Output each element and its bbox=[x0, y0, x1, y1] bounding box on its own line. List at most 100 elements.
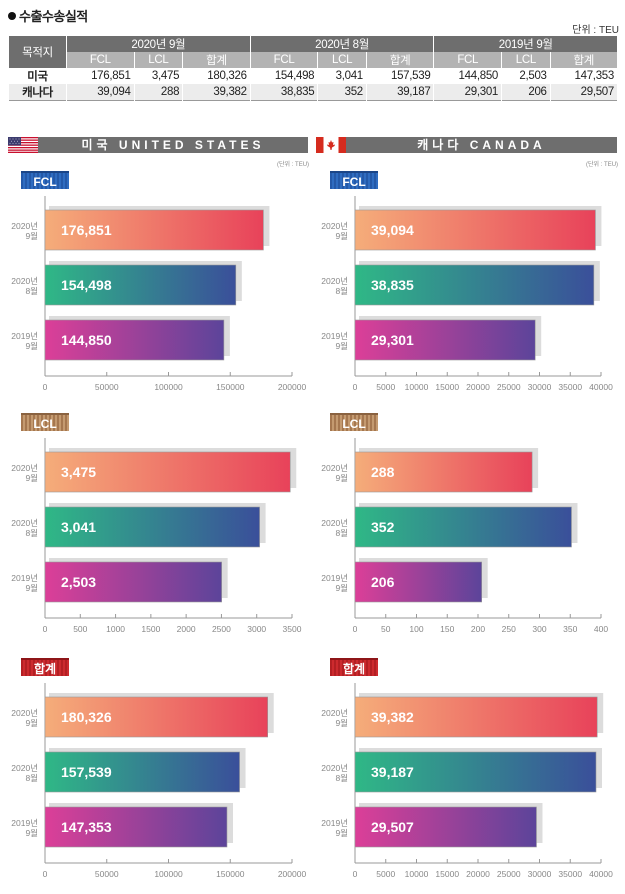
us-lcl-chart: 3,475 2020년 9월 3,041 2020년 8월 2,503 2019년 9월 0 500… bbox=[0, 438, 310, 643]
x-tick-label: 0 bbox=[353, 869, 358, 879]
bar bbox=[354, 319, 536, 361]
x-tick-label: 150000 bbox=[216, 869, 245, 879]
cell: 352 bbox=[317, 84, 367, 101]
x-tick-label: 100000 bbox=[154, 382, 183, 392]
x-tick-label: 35000 bbox=[558, 869, 582, 879]
bar bbox=[354, 696, 598, 738]
type-header: LCL bbox=[133, 52, 183, 68]
cell: 3,041 bbox=[317, 68, 367, 84]
x-tick-label: 25000 bbox=[497, 382, 521, 392]
x-tick-label: 10000 bbox=[405, 869, 429, 879]
table-header-periods: 목적지 2020년 9월 2020년 8월 2019년 9월 bbox=[8, 36, 617, 68]
x-tick-label: 0 bbox=[353, 382, 358, 392]
x-tick-label: 100 bbox=[409, 624, 423, 634]
bullet-icon bbox=[8, 12, 16, 20]
category-label-year: 2019년 bbox=[321, 573, 348, 583]
bar bbox=[44, 319, 225, 361]
bar bbox=[44, 806, 228, 848]
category-label-year: 2020년 bbox=[11, 708, 38, 718]
us-panel-header: 미국 UNITED STATES bbox=[38, 137, 308, 153]
x-tick-label: 150 bbox=[440, 624, 454, 634]
total-badge: 합계 bbox=[21, 658, 69, 676]
x-tick-label: 15000 bbox=[435, 869, 459, 879]
x-tick-label: 3500 bbox=[283, 624, 302, 634]
bar bbox=[44, 264, 237, 306]
ca-panel-header: 캐나다 CANADA bbox=[346, 137, 617, 153]
bar bbox=[354, 506, 572, 548]
category-label-year: 2020년 bbox=[11, 221, 38, 231]
cell: 288 bbox=[133, 84, 183, 101]
category-label-month: 8월 bbox=[335, 528, 348, 538]
type-header: FCL bbox=[66, 52, 135, 68]
bar-value-label: 180,326 bbox=[61, 709, 112, 725]
ca-unit-label: (단위 : TEU) bbox=[586, 162, 619, 168]
x-tick-label: 0 bbox=[353, 624, 358, 634]
page-title: 수출수송실적 bbox=[8, 6, 88, 25]
cell: 2,503 bbox=[501, 68, 551, 84]
chart-svg: 39,3822020년9월39,1872020년8월29,5072019년9월0… bbox=[321, 683, 613, 879]
category-label-year: 2019년 bbox=[11, 573, 38, 583]
cell: 157,539 bbox=[365, 68, 434, 84]
category-label-month: 9월 bbox=[25, 583, 38, 593]
cell: 147,353 bbox=[549, 68, 617, 84]
lcl-badge: LCL bbox=[21, 413, 69, 431]
chart-svg: 180,3262020년9월157,5392020년8월147,3532019년… bbox=[11, 683, 306, 879]
canada-flag-icon bbox=[316, 137, 346, 153]
x-tick-label: 20000 bbox=[466, 869, 490, 879]
category-label-year: 2019년 bbox=[11, 818, 38, 828]
x-tick-label: 25000 bbox=[497, 869, 521, 879]
bar-value-label: 154,498 bbox=[61, 277, 112, 293]
bar-value-label: 39,382 bbox=[371, 709, 414, 725]
x-tick-label: 150000 bbox=[216, 382, 245, 392]
category-label-year: 2020년 bbox=[11, 763, 38, 773]
x-tick-label: 0 bbox=[43, 382, 48, 392]
cell: 176,851 bbox=[66, 68, 135, 84]
category-label-month: 9월 bbox=[335, 718, 348, 728]
category-label-year: 2020년 bbox=[321, 518, 348, 528]
category-label-year: 2020년 bbox=[321, 763, 348, 773]
category-label-month: 8월 bbox=[25, 286, 38, 296]
bar bbox=[44, 506, 260, 548]
type-header: 합계 bbox=[549, 52, 617, 68]
total-badge: 합계 bbox=[330, 658, 378, 676]
cell: 206 bbox=[501, 84, 551, 101]
category-label-month: 9월 bbox=[25, 828, 38, 838]
bar-value-label: 352 bbox=[371, 519, 395, 535]
bar bbox=[354, 561, 482, 603]
cell: 144,850 bbox=[433, 68, 502, 84]
table-header-types: FCL LCL 합계 FCL LCL 합계 FCL LCL 합계 bbox=[9, 52, 617, 68]
cell: 29,301 bbox=[433, 84, 502, 101]
cell: 39,382 bbox=[182, 84, 251, 101]
fcl-badge: FCL bbox=[330, 171, 378, 189]
category-label-year: 2019년 bbox=[321, 331, 348, 341]
bar bbox=[44, 751, 240, 793]
cell: 29,507 bbox=[549, 84, 617, 101]
x-tick-label: 15000 bbox=[435, 382, 459, 392]
period-header: 2020년 9월 bbox=[66, 36, 251, 52]
x-tick-label: 2000 bbox=[177, 624, 196, 634]
bar-value-label: 29,507 bbox=[371, 819, 414, 835]
bar bbox=[354, 209, 596, 251]
table-row: 미국 176,851 3,475 180,326 154,498 3,041 1… bbox=[8, 68, 617, 84]
bar-value-label: 38,835 bbox=[371, 277, 414, 293]
category-label-month: 9월 bbox=[335, 231, 348, 241]
period-header: 2019년 9월 bbox=[433, 36, 617, 52]
type-header: 합계 bbox=[365, 52, 434, 68]
bar-value-label: 157,539 bbox=[61, 764, 112, 780]
x-tick-label: 30000 bbox=[528, 382, 552, 392]
bar-value-label: 39,187 bbox=[371, 764, 414, 780]
x-tick-label: 0 bbox=[43, 624, 48, 634]
x-tick-label: 5000 bbox=[376, 382, 395, 392]
unit-label: 단위 : TEU bbox=[572, 25, 619, 36]
x-tick-label: 250 bbox=[502, 624, 516, 634]
bar-value-label: 147,353 bbox=[61, 819, 112, 835]
category-label-month: 9월 bbox=[25, 341, 38, 351]
ca-fcl-chart: 39,094 2020년 9월 38,835 2020년 8월 29,301 2019년 9월 0… bbox=[310, 196, 620, 401]
x-tick-label: 0 bbox=[43, 869, 48, 879]
x-tick-label: 35000 bbox=[558, 382, 582, 392]
fcl-badge: FCL bbox=[21, 171, 69, 189]
x-tick-label: 350 bbox=[563, 624, 577, 634]
category-label-month: 8월 bbox=[25, 528, 38, 538]
cell: 39,094 bbox=[66, 84, 135, 101]
